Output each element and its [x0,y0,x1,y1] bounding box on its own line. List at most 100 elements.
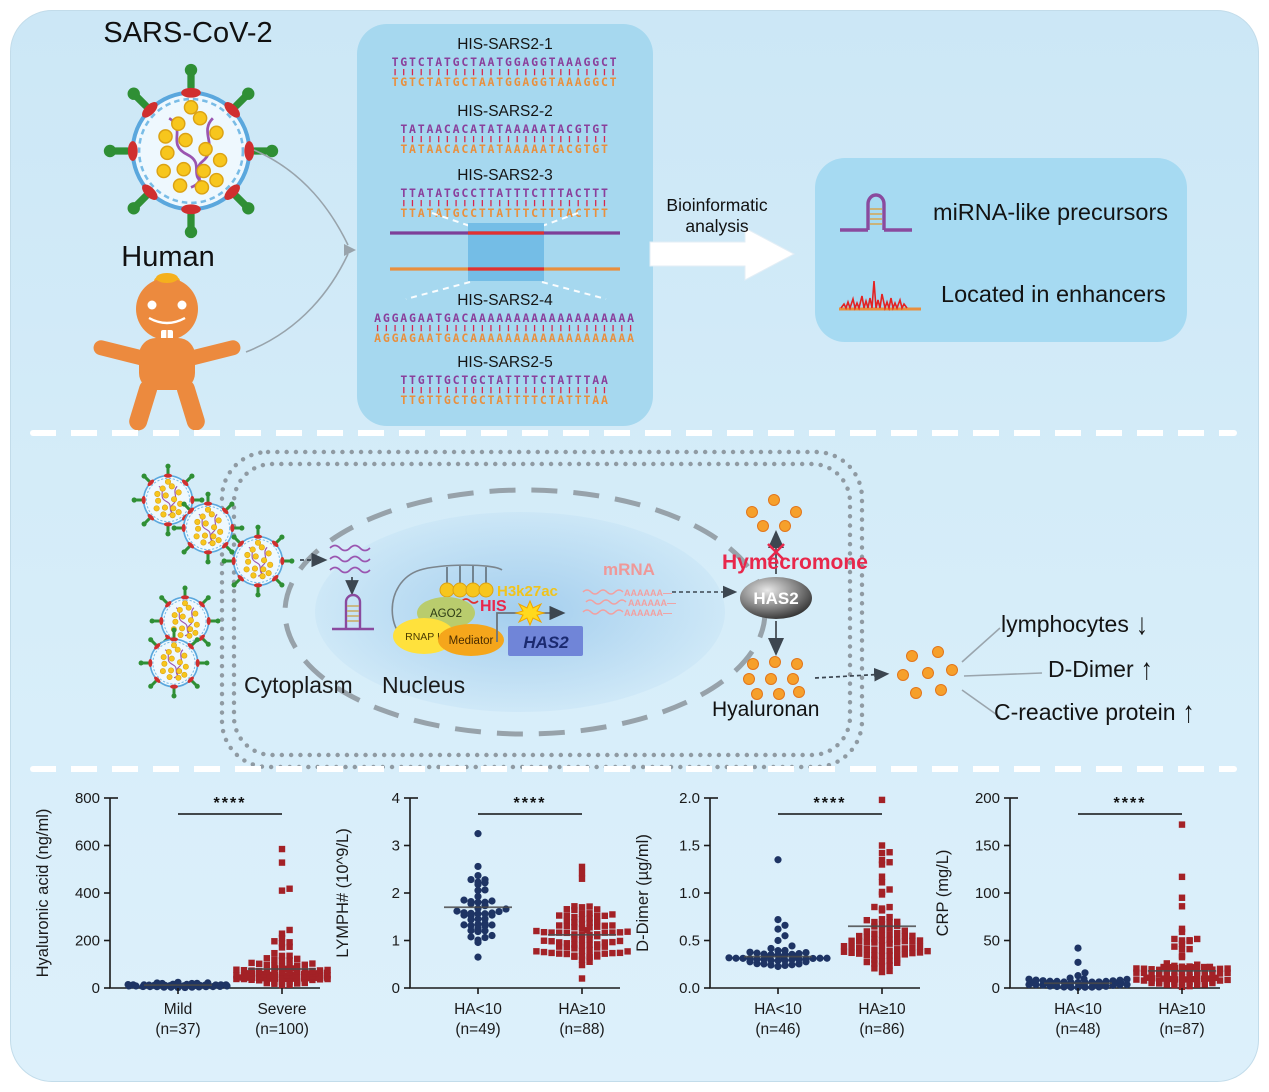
y-tick-label: 0 [992,980,1000,997]
sequence-entry: HIS-SARS2-1 TGTCTATGCTAATGGAGGTAAAGGCT |||… [357,36,653,88]
panel-separator [30,766,1237,772]
group-label: HA≥10 [1158,1001,1206,1018]
base-pair-ticks: |||||||||||||||||||||||||||||| [374,324,636,332]
group-label: Mild [164,1001,192,1018]
human-label: Human [121,241,215,273]
outcome-d-dimer: D-Dimer ↑ [1048,653,1153,687]
group-n-label: (n=87) [1159,1021,1204,1038]
y-tick-label: 200 [975,790,1000,807]
y-axis-label: D-Dimer (µg/ml) [634,834,652,952]
sequence-name: HIS-SARS2-4 [457,292,553,309]
finding-label: Located in enhancers [941,281,1166,307]
y-tick-label: 4 [392,790,400,807]
nucleus-label: Nucleus [382,672,466,698]
group-label: HA≥10 [558,1001,606,1018]
sequence-entry: HIS-SARS2-5 TTGTTGCTGCTATTTTCTATTTAA |||||… [357,354,653,406]
group-n-label: (n=49) [455,1021,500,1038]
y-axis-label: CRP (mg/L) [934,850,952,937]
sequence-name: HIS-SARS2-1 [457,36,553,53]
group-n-label: (n=37) [155,1021,200,1038]
sequence-name: HIS-SARS2-3 [457,167,553,184]
group-label: HA≥10 [858,1001,906,1018]
bioinformatic-line2: analysis [685,216,749,236]
group-label: HA<10 [1054,1001,1102,1018]
group-n-label: (n=48) [1055,1021,1100,1038]
y-tick-label: 0 [392,980,400,997]
group-n-label: (n=86) [859,1021,904,1038]
y-tick-label: 200 [75,933,100,950]
strand-top: TATAACACATATAAAAATACGTGT [400,122,610,136]
y-tick-label: 50 [983,933,1000,950]
y-tick-label: 400 [75,885,100,902]
bioinformatic-line1: Bioinformatic [666,195,768,215]
chart-d-dimer: 0.0 0.5 1.0 1.5 2.0 D-Dimer (µg/ml) **** HA<10 (… [622,780,932,1086]
sequence-name: HIS-SARS2-5 [457,354,553,371]
sars-cov-2-label: SARS-CoV-2 [103,17,273,49]
group-n-label: (n=88) [559,1021,604,1038]
strand-top: TTATATGCCTTATTTCTTTACTTT [400,186,610,200]
strand-bottom: TATAACACATATAAAAATACGTGT [400,142,610,156]
base-pair-ticks: |||||||||||||||||||||||| [400,386,610,394]
finding-row: Located in enhancers [815,277,1187,313]
strand-bottom: AGGAGAATGACAAAAAAAAAAAAAAAAAAA [374,331,636,345]
sequence-entry: HIS-SARS2-4 AGGAGAATGACAAAAAAAAAAAAAAAAAA… [357,292,653,344]
findings-card: miRNA-like precursors Located in enhance… [815,158,1187,342]
y-tick-label: 150 [975,838,1000,855]
strand-top: TTGTTGCTGCTATTTTCTATTTAA [400,373,610,387]
outcome-lymphocytes: lymphocytes ↓ [1001,608,1148,642]
mrna-label: mRNA [603,560,655,579]
y-tick-label: 1.0 [679,885,700,902]
axes [1009,798,1220,989]
panel-separator [30,430,1237,436]
base-pair-ticks: |||||||||||||||||||||||| [400,135,610,143]
y-tick-label: 3 [392,838,400,855]
swarm-group [233,845,331,989]
sequence-entry: HIS-SARS2-3 TTATATGCCTTATTTCTTTACTTT |||||… [357,167,653,219]
finding-label: miRNA-like precursors [933,199,1169,225]
base-pair-ticks: |||||||||||||||||||||||| [400,199,610,207]
significance-stars: **** [514,795,547,812]
cytoplasm-label: Cytoplasm [244,672,353,698]
strand-bottom: TGTCTATGCTAATGGAGGTAAAGGCT [391,75,619,89]
swarm-group [725,856,831,971]
chart-lymph: 0 1 2 3 4 LYMPH# (10^9/L) **** HA<10 (n=49) HA≥10… [322,780,632,1086]
strand-top: AGGAGAATGACAAAAAAAAAAAAAAAAAAA [374,311,636,325]
finding-row: miRNA-like precursors [815,188,1187,238]
significance-stars: **** [814,795,847,812]
chart-hyaluronic-acid: 0 200 400 600 800 Hyaluronic acid (ng/ml) ****… [22,780,332,1086]
y-axis-label: Hyaluronic acid (ng/ml) [34,809,52,978]
outcome-label: lymphocytes [1001,611,1129,637]
hairpin-icon [837,188,915,238]
significance-stars: **** [214,795,247,812]
strand-bottom: TTATATGCCTTATTTCTTTACTTT [400,206,610,220]
down-arrow-icon: ↓ [1135,607,1148,642]
y-tick-label: 600 [75,838,100,855]
y-tick-label: 2 [392,885,400,902]
y-tick-label: 0.5 [679,933,700,950]
y-tick-label: 0 [92,980,100,997]
bioinformatic-analysis-label: Bioinformatic analysis [642,195,792,237]
y-tick-label: 100 [975,885,1000,902]
hyaluronan-label: Hyaluronan [712,698,820,721]
chart-crp: 0 50 100 150 200 CRP (mg/L) **** HA<10 (n=48) HA≥… [922,780,1232,1086]
group-n-label: (n=46) [755,1021,800,1038]
hymecromone-label: Hymecromone [722,551,868,574]
swarm-group [840,796,931,976]
up-arrow-icon: ↑ [1140,652,1153,687]
strand-bottom: TTGTTGCTGCTATTTTCTATTTAA [400,393,610,407]
strand-top: TGTCTATGCTAATGGAGGTAAAGGCT [391,55,619,69]
up-arrow-icon: ↑ [1182,695,1195,730]
group-label: HA<10 [454,1001,502,1018]
outcome-crp: C-reactive protein ↑ [994,696,1195,730]
group-n-label: (n=100) [255,1021,309,1038]
swarm-group [533,863,631,982]
sequence-name: HIS-SARS2-2 [457,103,553,120]
y-axis-label: LYMPH# (10^9/L) [334,828,352,957]
enhancer-peaks-icon [837,277,923,313]
sequence-card: HIS-SARS2-1 TGTCTATGCTAATGGAGGTAAAGGCT |||… [357,24,653,426]
y-tick-label: 0.0 [679,980,700,997]
group-label: Severe [257,1001,306,1018]
base-pair-ticks: |||||||||||||||||||||||||| [391,68,619,76]
swarm-group [1133,821,1231,991]
